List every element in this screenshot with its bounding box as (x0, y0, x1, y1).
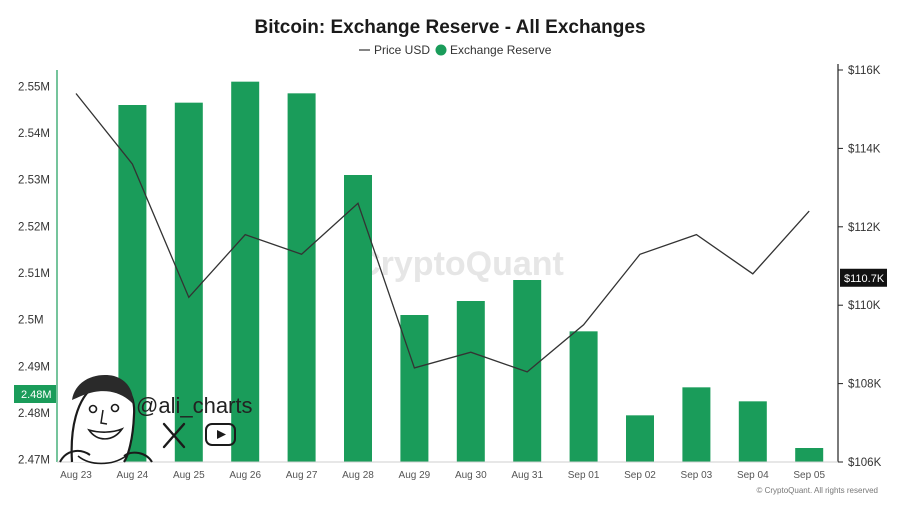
chart-title: Bitcoin: Exchange Reserve - All Exchange… (254, 17, 645, 38)
reserve-bar (400, 315, 429, 462)
x-tick-label: Aug 29 (399, 470, 431, 481)
left-tick-label: 2.55M (18, 81, 50, 93)
reserve-bar (287, 93, 316, 462)
reserve-bar (569, 331, 598, 462)
legend-item-reserve: Exchange Reserve (450, 43, 552, 57)
right-current-label: $110.7K (844, 273, 885, 285)
x-tick-label: Aug 31 (511, 470, 543, 481)
x-tick-label: Aug 30 (455, 470, 487, 481)
left-tick-label: 2.53M (18, 175, 50, 187)
left-tick-label: 2.52M (18, 221, 50, 233)
reserve-bar (456, 301, 485, 462)
reserve-bar (682, 387, 711, 462)
right-tick-label: $116K (848, 65, 881, 77)
x-tick-label: Aug 25 (173, 470, 205, 481)
copyright-credit: © CryptoQuant. All rights reserved (757, 486, 879, 495)
right-tick-label: $112K (848, 222, 881, 234)
left-current-badge (14, 385, 56, 403)
social-overlay: @ali_charts (59, 375, 253, 465)
x-tick-label: Sep 05 (793, 470, 825, 481)
legend-dot-marker (435, 44, 447, 56)
avatar-caricature (59, 375, 153, 465)
reserve-bar (795, 448, 824, 462)
x-tick-label: Aug 28 (342, 470, 374, 481)
youtube-icon (205, 423, 236, 446)
reserve-bar (231, 81, 260, 463)
bar-series (118, 81, 824, 463)
left-axis: 2.47M 2.48M 2.49M 2.5M 2.51M 2.52M 2.53M 2.54M 2… (18, 70, 58, 467)
right-axis: $106K $108K $110K $112K $114K $116K (837, 64, 882, 469)
legend-item-price: Price USD (374, 43, 430, 57)
x-tick-label: Sep 01 (568, 470, 600, 481)
left-tick-label: 2.54M (18, 128, 50, 140)
right-tick-label: $114K (848, 143, 881, 155)
price-line (75, 93, 810, 373)
x-tick-label: Aug 27 (286, 470, 318, 481)
right-current-badge (840, 268, 887, 287)
left-tick-label: 2.48M (18, 408, 50, 420)
x-logo-icon (162, 422, 186, 449)
reserve-bar (174, 102, 203, 463)
x-tick-label: Sep 04 (737, 470, 769, 481)
x-tick-label: Aug 23 (60, 470, 92, 481)
reserve-bar (344, 175, 372, 462)
x-tick-label: Sep 02 (624, 470, 656, 481)
price-series (75, 93, 810, 373)
watermark: CryptoQuant (356, 245, 564, 283)
axis-badges: 2.48M $110.7K (14, 268, 887, 403)
left-tick-label: 2.47M (18, 455, 50, 467)
right-tick-label: $110K (848, 300, 881, 312)
left-tick-label: 2.5M (18, 315, 44, 327)
right-tick-label: $106K (848, 457, 882, 469)
legend: Price USD Exchange Reserve (359, 43, 552, 57)
left-tick-label: 2.51M (18, 268, 50, 280)
social-handle: @ali_charts (136, 393, 253, 418)
x-tick-label: Aug 24 (117, 470, 149, 481)
x-tick-label: Sep 03 (681, 470, 713, 481)
reserve-bar (626, 415, 654, 462)
left-tick-label: 2.49M (18, 361, 50, 373)
x-axis: Aug 23 Aug 24 Aug 25 Aug 26 Aug 27 Aug 28 Aug … (57, 461, 838, 481)
reserve-bar (738, 401, 767, 462)
right-tick-label: $108K (848, 379, 882, 391)
left-current-label: 2.48M (21, 389, 52, 401)
x-tick-label: Aug 26 (229, 470, 261, 481)
